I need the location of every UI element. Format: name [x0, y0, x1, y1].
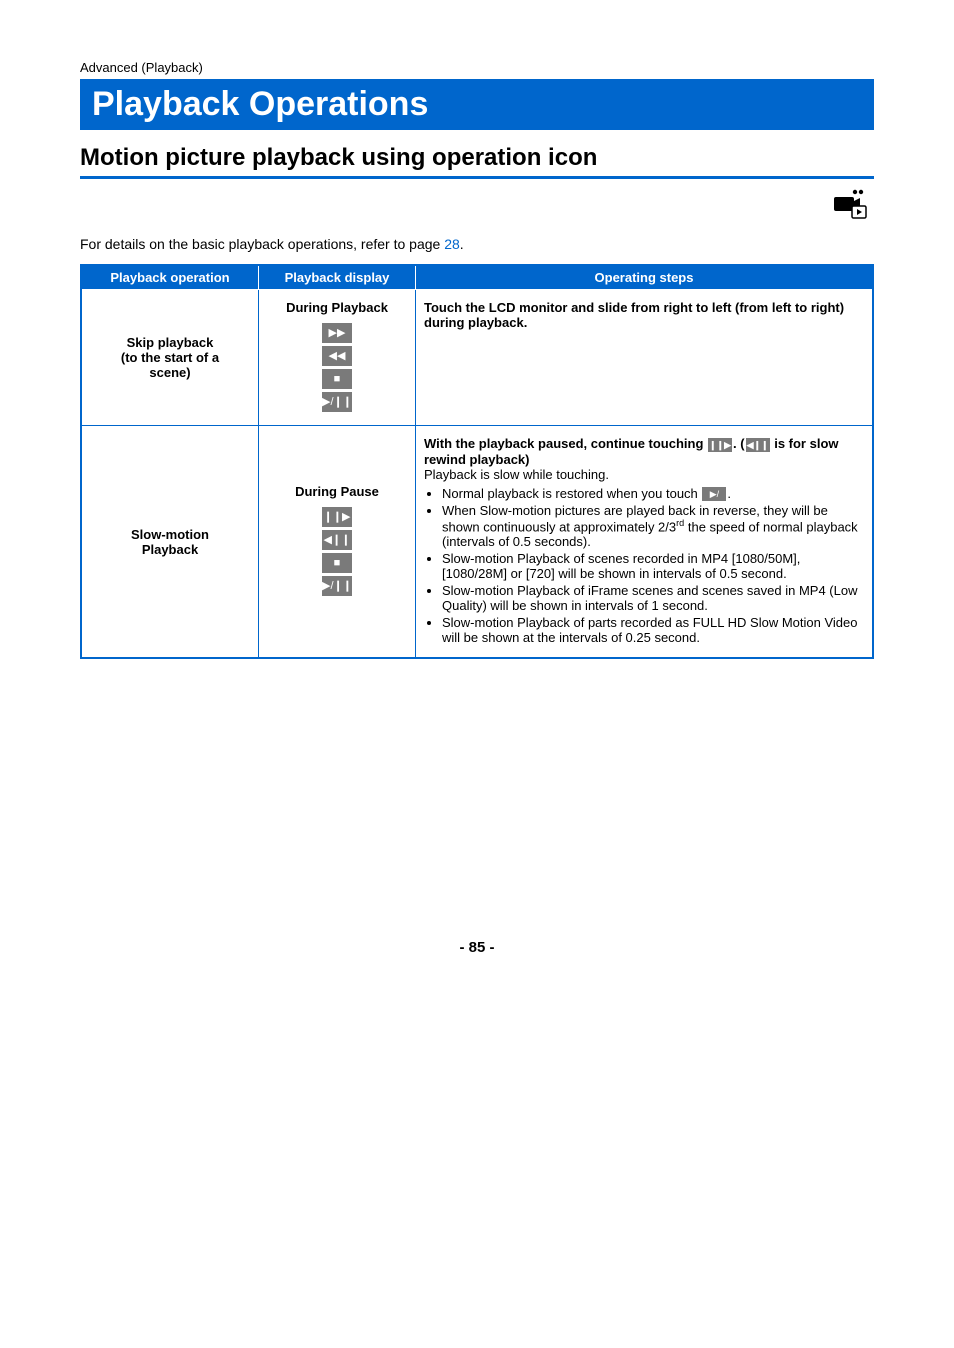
page-link[interactable]: 28: [444, 236, 460, 252]
display-heading: During Pause: [267, 484, 407, 499]
header-display: Playback display: [259, 265, 416, 290]
list-item: Slow-motion Playback of iFrame scenes an…: [442, 583, 864, 613]
op-label: Skip playback: [90, 335, 250, 350]
stop-icon: ■: [322, 369, 352, 389]
intro-text: For details on the basic playback operat…: [80, 236, 874, 252]
list-item: Normal playback is restored when you tou…: [442, 486, 864, 502]
op-label: (to the start of a: [90, 350, 250, 365]
operations-table: Playback operation Playback display Oper…: [80, 264, 874, 659]
section-subtitle: Motion picture playback using operation …: [80, 144, 597, 171]
list-item: Slow-motion Playback of parts recorded a…: [442, 615, 864, 645]
step-text: . (: [733, 436, 745, 451]
display-heading: During Playback: [267, 300, 407, 315]
table-row: Slow-motion Playback During Pause ❙❙▶ ◀❙…: [81, 426, 873, 659]
intro-prefix: For details on the basic playback operat…: [80, 236, 444, 252]
step-text: Touch the LCD monitor and slide from rig…: [424, 300, 844, 330]
rewind-icon: ◀◀: [322, 346, 352, 366]
list-item: When Slow-motion pictures are played bac…: [442, 503, 864, 549]
slow-rewind-icon: ◀❙❙: [746, 438, 770, 452]
slow-forward-icon: ❙❙▶: [708, 438, 732, 452]
slow-forward-icon: ❙❙▶: [322, 507, 352, 527]
breadcrumb: Advanced (Playback): [80, 60, 874, 75]
bullet-text: Normal playback is restored when you tou…: [442, 486, 701, 501]
play-pause-icon: ▶/❙❙: [322, 576, 352, 596]
op-label: Slow-motion: [90, 527, 250, 542]
step-text: Playback is slow while touching.: [424, 467, 864, 482]
play-pause-icon: ▶/❙❙: [322, 392, 352, 412]
header-operation: Playback operation: [81, 265, 259, 290]
mode-icon: [80, 189, 874, 224]
step-text: With the playback paused, continue touch…: [424, 436, 707, 451]
play-pause-icon: ▶/❙❙: [702, 487, 726, 501]
page-number: - 85 -: [80, 939, 874, 956]
header-steps: Operating steps: [416, 265, 874, 290]
bullet-text: .: [727, 486, 731, 501]
op-label: scene): [90, 365, 250, 380]
page-title: Playback Operations: [80, 79, 874, 130]
fast-forward-icon: ▶▶: [322, 323, 352, 343]
stop-icon: ■: [322, 553, 352, 573]
list-item: Slow-motion Playback of scenes recorded …: [442, 551, 864, 581]
intro-suffix: .: [460, 236, 464, 252]
slow-rewind-icon: ◀❙❙: [322, 530, 352, 550]
table-row: Skip playback (to the start of a scene) …: [81, 290, 873, 426]
op-label: Playback: [90, 542, 250, 557]
